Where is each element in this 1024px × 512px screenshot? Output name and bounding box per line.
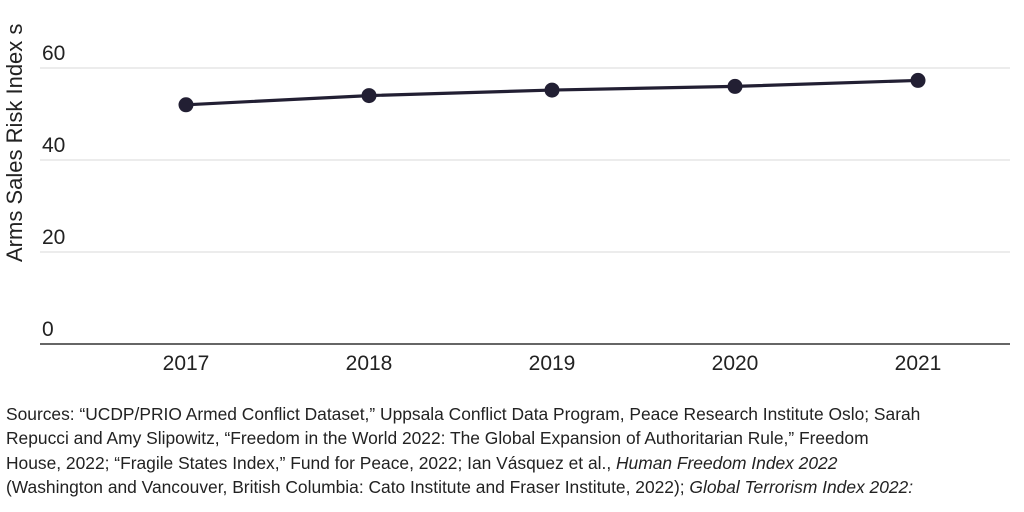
x-tick-label: 2019 <box>529 352 576 375</box>
x-tick-label: 2021 <box>895 352 942 375</box>
sources-line: Repucci and Amy Slipowitz, “Freedom in t… <box>6 426 1022 450</box>
y-tick-label: 40 <box>42 134 65 157</box>
sources-title-italic: Global Terrorism Index 2022: <box>689 477 914 498</box>
y-tick-label: 20 <box>42 226 65 249</box>
line-chart: 0 20 40 60 2017 2018 2019 2020 2021 Arms Sales … <box>2 24 1010 375</box>
data-point <box>361 88 377 104</box>
sources-text: House, 2022; “Fragile States Index,” Fun… <box>6 452 616 473</box>
sources-line: House, 2022; “Fragile States Index,” Fun… <box>6 451 1022 475</box>
sources-line: Sources: “UCDP/PRIO Armed Conflict Datas… <box>6 402 1022 426</box>
data-point <box>727 78 743 94</box>
x-tick-label: 2020 <box>712 352 759 375</box>
sources-line: (Washington and Vancouver, British Colum… <box>6 475 1022 499</box>
x-tick-label: 2018 <box>346 352 393 375</box>
y-tick-label: 0 <box>42 318 54 341</box>
sources-text: Sources: “UCDP/PRIO Armed Conflict Datas… <box>6 404 921 424</box>
y-tick-label: 60 <box>42 42 65 65</box>
series-group <box>178 72 926 113</box>
x-tick-labels: 2017 2018 2019 2020 2021 <box>163 352 942 375</box>
data-point <box>178 97 194 113</box>
x-tick-label: 2017 <box>163 352 210 375</box>
sources-note: Sources: “UCDP/PRIO Armed Conflict Datas… <box>6 402 1022 500</box>
sources-text: Repucci and Amy Slipowitz, “Freedom in t… <box>6 428 869 449</box>
gridlines <box>40 67 1010 253</box>
y-axis-label: Arms Sales Risk Index s <box>2 24 27 262</box>
data-point <box>910 72 926 88</box>
sources-text: (Washington and Vancouver, British Colum… <box>6 477 690 498</box>
y-tick-labels: 0 20 40 60 <box>42 42 65 341</box>
data-point <box>544 82 560 98</box>
sources-title-italic: Human Freedom Index 2022 <box>616 452 838 473</box>
